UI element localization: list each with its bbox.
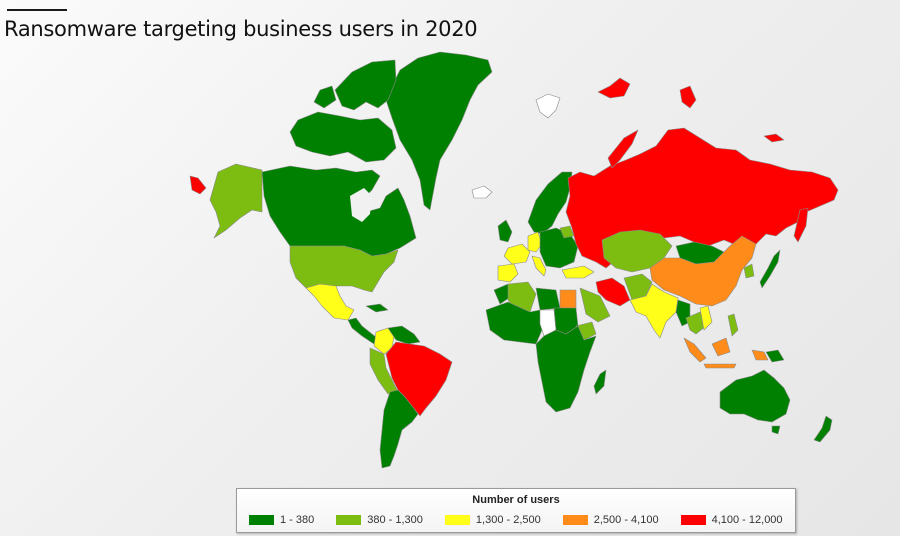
region-png[interactable] (765, 349, 785, 363)
region-west-africa[interactable] (485, 301, 543, 345)
region-argentina-chile[interactable] (379, 389, 419, 469)
region-italy[interactable] (531, 255, 547, 277)
legend-item-tier-4[interactable]: 2,500 - 4,100 (562, 514, 659, 526)
region-australia[interactable] (719, 369, 791, 423)
legend-swatch (249, 515, 274, 525)
region-franz-josef[interactable] (597, 77, 631, 99)
region-new-siberian[interactable] (763, 133, 785, 143)
region-tasmania[interactable] (771, 425, 781, 435)
region-saudi[interactable] (579, 287, 611, 323)
legend-items: 1 - 380 380 - 1,300 1,300 - 2,500 2,500 … (249, 514, 783, 526)
region-vietnam[interactable] (699, 305, 713, 331)
legend-item-tier-5[interactable]: 4,100 - 12,000 (680, 514, 783, 526)
region-greenland[interactable] (385, 51, 493, 211)
region-canada-arctic[interactable] (289, 111, 397, 163)
region-turkey[interactable] (561, 265, 595, 279)
region-chukotka[interactable] (189, 175, 207, 195)
region-libya[interactable] (535, 287, 561, 311)
legend-swatch (680, 515, 706, 525)
region-china[interactable] (649, 235, 757, 307)
region-canada-arctic[interactable] (334, 59, 397, 111)
bottom-strip (0, 536, 900, 542)
region-spain[interactable] (497, 263, 519, 283)
region-iceland[interactable] (471, 185, 493, 199)
legend-swatch (336, 515, 362, 525)
legend-label: 380 - 1,300 (367, 514, 423, 526)
region-pakistan[interactable] (623, 273, 653, 301)
region-indonesia[interactable] (683, 337, 707, 363)
region-kamchatka[interactable] (793, 207, 809, 243)
region-hudson-bay (350, 188, 372, 222)
region-indonesia[interactable] (711, 337, 731, 357)
region-scandinavia[interactable] (527, 171, 573, 235)
legend-label: 1 - 380 (280, 514, 315, 526)
region-indonesia[interactable] (703, 363, 737, 369)
legend-label: 2,500 - 4,100 (593, 514, 659, 526)
legend-item-tier-1[interactable]: 1 - 380 (249, 514, 314, 526)
region-egypt[interactable] (559, 289, 577, 309)
region-novaya-zemlya[interactable] (607, 129, 639, 169)
region-thailand[interactable] (685, 311, 707, 335)
region-svalbard[interactable] (535, 93, 561, 119)
region-korea[interactable] (743, 263, 755, 279)
legend-swatch (562, 515, 588, 525)
region-madagascar[interactable] (593, 369, 607, 395)
legend-label: 4,100 - 12,000 (711, 514, 783, 526)
title-rule (7, 9, 67, 11)
region-new-zealand[interactable] (813, 415, 833, 443)
region-japan[interactable] (759, 249, 781, 289)
region-india[interactable] (629, 283, 679, 339)
legend-swatch (444, 515, 470, 525)
map-legend: Number of users 1 - 380 380 - 1,300 1,30… (236, 488, 796, 533)
region-mexico[interactable] (305, 283, 355, 321)
region-iran[interactable] (595, 277, 631, 307)
region-southern-africa[interactable] (535, 325, 597, 413)
legend-item-tier-2[interactable]: 380 - 1,300 (336, 514, 423, 526)
region-philippines[interactable] (727, 313, 739, 337)
legend-title: Number of users (472, 494, 560, 506)
page-title: Ransomware targeting business users in 2… (4, 17, 478, 41)
region-uk[interactable] (497, 219, 513, 243)
region-germany[interactable] (527, 231, 543, 253)
region-indonesia[interactable] (751, 349, 769, 361)
region-france[interactable] (503, 243, 531, 265)
region-venezuela[interactable] (387, 325, 421, 345)
region-canada[interactable] (261, 165, 417, 257)
region-alaska[interactable] (209, 163, 263, 239)
region-severnaya-zemlya[interactable] (679, 85, 697, 109)
legend-label: 1,300 - 2,500 (475, 514, 541, 526)
legend-item-tier-3[interactable]: 1,300 - 2,500 (444, 514, 541, 526)
region-canada-arctic[interactable] (313, 85, 337, 109)
region-caribbean[interactable] (365, 303, 389, 313)
